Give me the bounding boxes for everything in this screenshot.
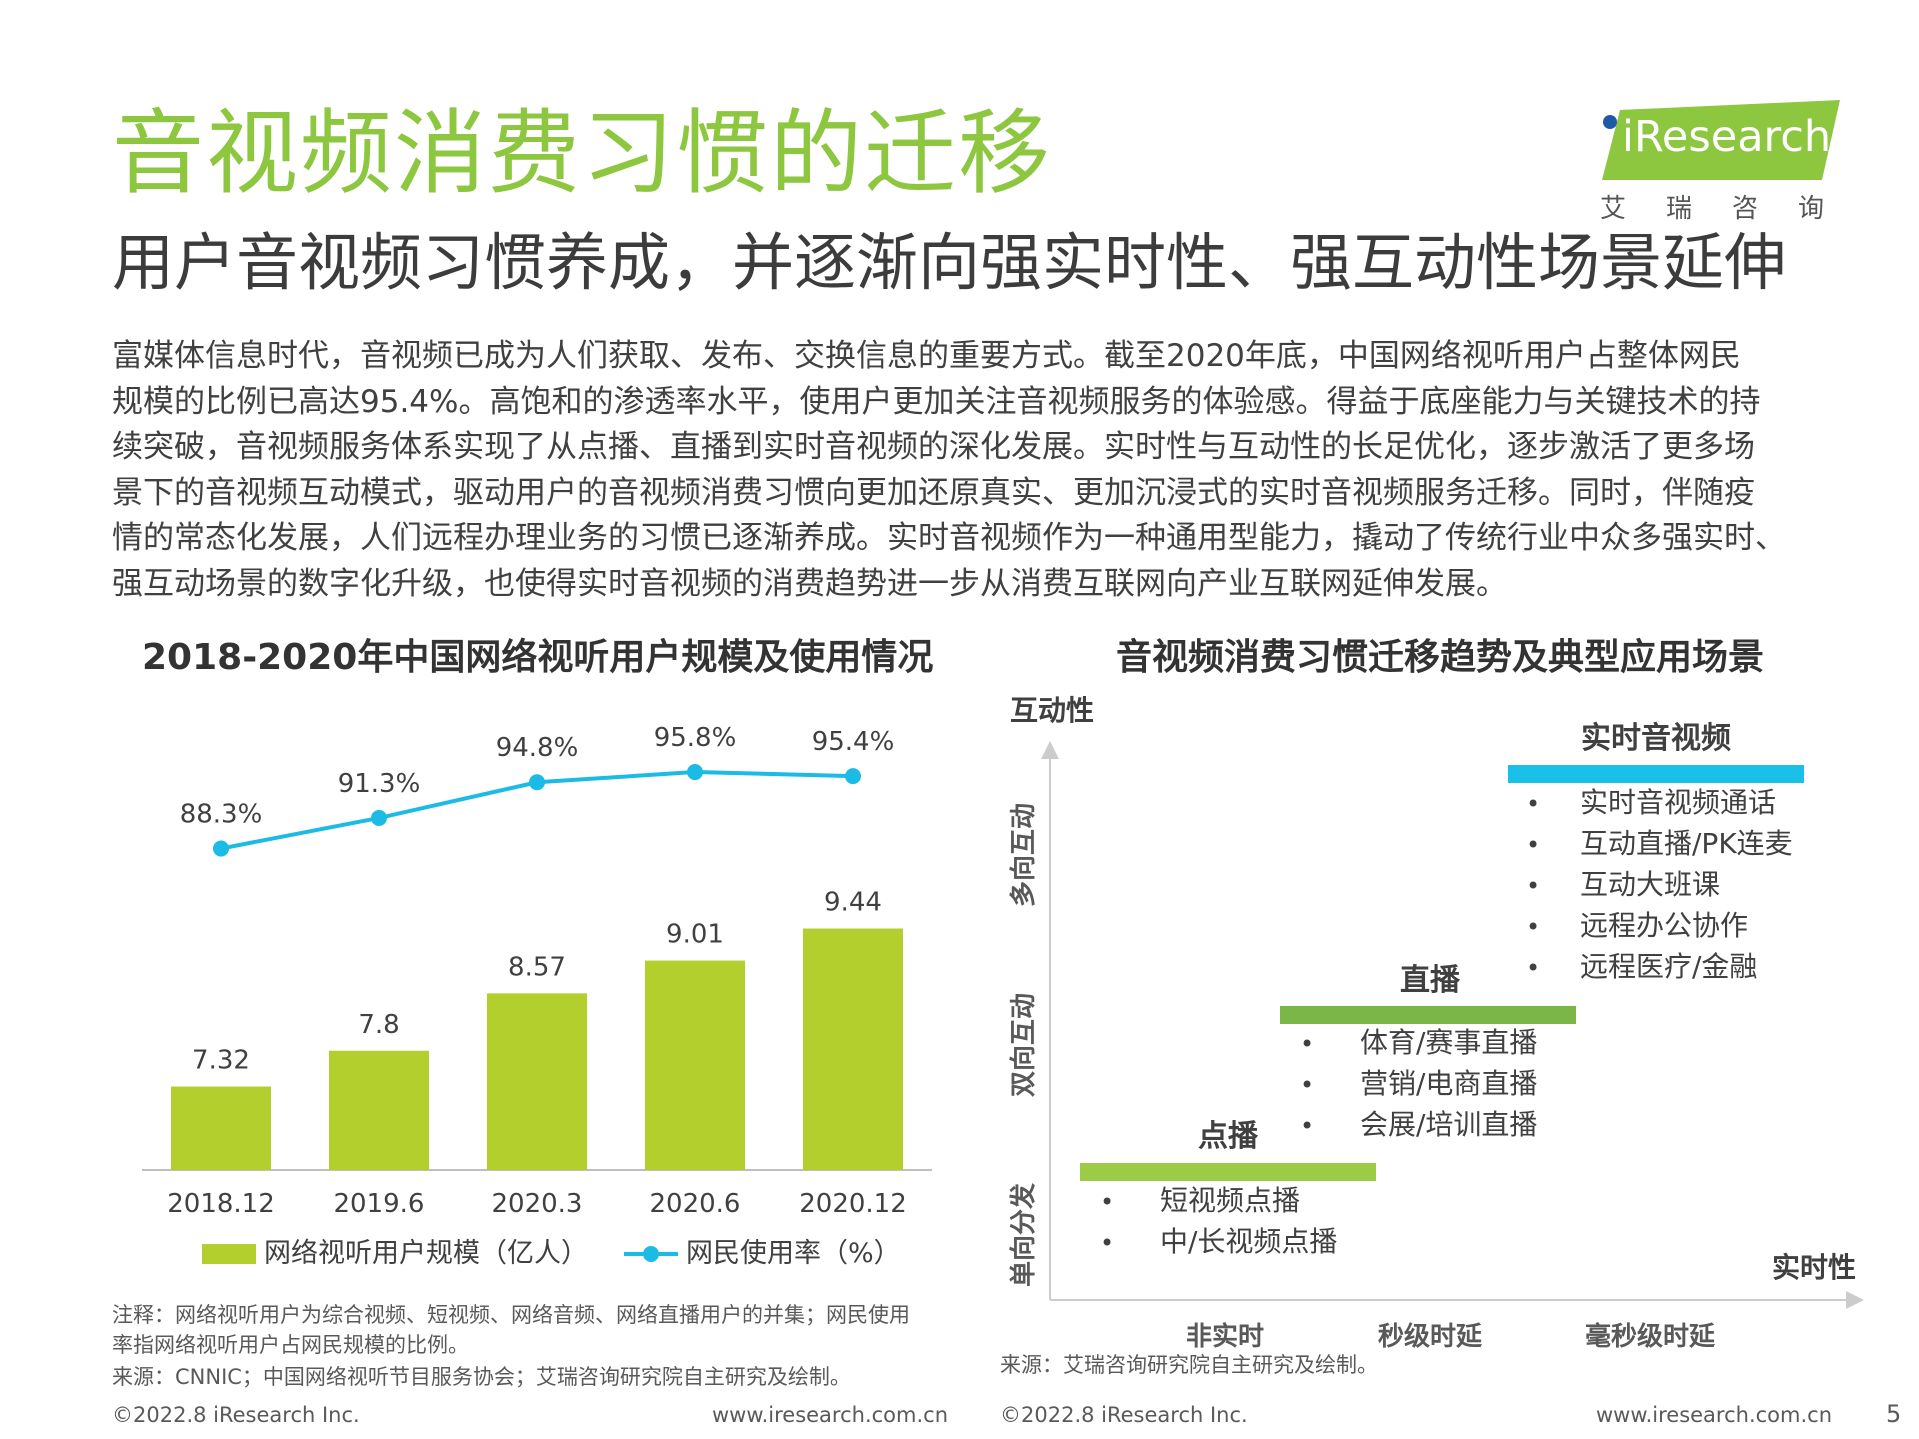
paragraph-line: 强互动场景的数字化升级，也使得实时音视频的消费趋势进一步从消费互联网向产业互联网… bbox=[112, 565, 1507, 602]
bullet: • bbox=[1100, 1188, 1114, 1216]
bullet: • bbox=[1526, 790, 1540, 818]
line-point bbox=[371, 809, 387, 826]
x-tick-label: 2018.12 bbox=[167, 1189, 275, 1219]
step-bar bbox=[1080, 1163, 1376, 1181]
bar-value-label: 7.32 bbox=[192, 1046, 250, 1076]
note-line: 注释：网络视听用户为综合视频、短视频、网络音频、网络直播用户的并集；网民使用 bbox=[112, 1303, 910, 1327]
scenario-item: 互动直播/PK连麦 bbox=[1580, 827, 1793, 860]
logo-text: iResearch bbox=[1622, 112, 1832, 162]
line-value-label: 95.8% bbox=[654, 723, 737, 753]
bullet: • bbox=[1526, 831, 1540, 859]
line-point bbox=[213, 840, 229, 857]
legend-line-dot bbox=[643, 1246, 659, 1262]
step-name: 点播 bbox=[1198, 1119, 1259, 1154]
x-level-label: 秒级时延 bbox=[1378, 1321, 1483, 1352]
y-level-label: 单向分发 bbox=[1008, 1183, 1039, 1287]
page-title: 音视频消费习惯的迁移 bbox=[112, 100, 1053, 207]
note-line: 率指网络视听用户占网民规模的比例。 bbox=[112, 1333, 469, 1357]
line-point bbox=[529, 774, 545, 791]
line-value-label: 91.3% bbox=[338, 769, 421, 799]
bullet: • bbox=[1300, 1030, 1314, 1058]
x-tick-label: 2019.6 bbox=[334, 1189, 425, 1219]
scenario-item: 互动大班课 bbox=[1580, 868, 1720, 901]
bullet: • bbox=[1300, 1071, 1314, 1099]
paragraph-line: 富媒体信息时代，音视频已成为人们获取、发布、交换信息的重要方式。截至2020年底… bbox=[112, 338, 1741, 374]
right-chart-title: 音视频消费习惯迁移趋势及典型应用场景 bbox=[1116, 637, 1765, 678]
scenario-item: 营销/电商直播 bbox=[1360, 1067, 1537, 1100]
bar-value-label: 8.57 bbox=[508, 952, 566, 982]
legend-bar-label: 网络视听用户规模（亿人） bbox=[264, 1238, 588, 1269]
bar bbox=[171, 1086, 271, 1170]
page-number: 5 bbox=[1886, 1400, 1902, 1428]
y-level-label: 双向互动 bbox=[1008, 993, 1039, 1097]
bullet: • bbox=[1526, 913, 1540, 941]
scenario-item: 远程医疗/金融 bbox=[1580, 950, 1757, 983]
paragraph-line: 情的常态化发展，人们远程办理业务的习惯已逐渐养成。实时音视频作为一种通用型能力，… bbox=[112, 520, 1786, 556]
right-source: 来源：艾瑞咨询研究院自主研究及绘制。 bbox=[1000, 1353, 1378, 1377]
logo-dot bbox=[1603, 115, 1617, 129]
step-bar bbox=[1508, 765, 1804, 783]
paragraph-line: 续突破，音视频服务体系实现了从点播、直播到实时音视频的深化发展。实时性与互动性的… bbox=[112, 429, 1755, 465]
user-scale-chart: 7.32 2018.12 7.8 2019.6 8.57 2020.3 9.01 2020.6… bbox=[142, 723, 932, 1269]
scenario-item: 会展/培训直播 bbox=[1360, 1108, 1537, 1141]
x-axis-arrow bbox=[1846, 1291, 1864, 1309]
x-level-label: 非实时 bbox=[1186, 1321, 1264, 1352]
step-bar bbox=[1280, 1006, 1576, 1024]
y-axis-arrow bbox=[1041, 741, 1059, 759]
bar-value-label: 9.01 bbox=[666, 920, 724, 950]
x-level-label: 毫秒级时延 bbox=[1585, 1321, 1716, 1352]
footer-copyright-left: ©2022.8 iResearch Inc. bbox=[112, 1403, 360, 1427]
legend-bar-swatch bbox=[202, 1244, 256, 1264]
line-point bbox=[687, 764, 703, 781]
scenario-item: 短视频点播 bbox=[1160, 1184, 1300, 1217]
intro-paragraph: 富媒体信息时代，音视频已成为人们获取、发布、交换信息的重要方式。截至2020年底… bbox=[112, 334, 1832, 607]
scenario-item: 中/长视频点播 bbox=[1160, 1225, 1337, 1258]
legend-line-label: 网民使用率（%） bbox=[686, 1238, 901, 1269]
line-value-label: 88.3% bbox=[180, 800, 263, 830]
bar bbox=[329, 1050, 429, 1170]
bar-value-label: 9.44 bbox=[824, 888, 882, 918]
logo-parallelogram bbox=[1602, 100, 1840, 180]
step-name: 直播 bbox=[1400, 963, 1461, 998]
bullet: • bbox=[1526, 954, 1540, 982]
line-value-label: 94.8% bbox=[496, 733, 579, 763]
scenario-item: 远程办公协作 bbox=[1580, 909, 1748, 942]
footer-website-left: www.iresearch.com.cn bbox=[712, 1403, 949, 1427]
step-name: 实时音视频 bbox=[1581, 721, 1731, 756]
left-chart-notes: 注释：网络视听用户为综合视频、短视频、网络音频、网络直播用户的并集；网民使用 率… bbox=[112, 1300, 910, 1392]
page-subtitle: 用户音视频习惯养成，并逐渐向强实时性、强互动性场景延伸 bbox=[112, 226, 1787, 299]
left-chart-title: 2018-2020年中国网络视听用户规模及使用情况 bbox=[142, 637, 934, 678]
bullet: • bbox=[1526, 872, 1540, 900]
x-tick-label: 2020.12 bbox=[799, 1189, 907, 1219]
bullet: • bbox=[1100, 1229, 1114, 1257]
logo-chinese: 艾瑞咨询 bbox=[1600, 194, 1865, 224]
bar-value-label: 7.8 bbox=[358, 1010, 399, 1040]
bar bbox=[487, 993, 587, 1170]
iresearch-logo bbox=[1602, 100, 1840, 180]
x-tick-label: 2020.6 bbox=[650, 1189, 741, 1219]
line-value-label: 95.4% bbox=[812, 727, 895, 757]
scenario-item: 体育/赛事直播 bbox=[1360, 1026, 1537, 1059]
x-tick-label: 2020.3 bbox=[492, 1189, 583, 1219]
footer-website-right: www.iresearch.com.cn bbox=[1596, 1403, 1833, 1427]
y-level-label: 多向互动 bbox=[1008, 803, 1039, 907]
y-axis-label: 互动性 bbox=[1010, 694, 1094, 727]
bar bbox=[803, 928, 903, 1170]
scenario-item: 实时音视频通话 bbox=[1580, 786, 1776, 819]
line-point bbox=[845, 768, 861, 785]
bullet: • bbox=[1300, 1112, 1314, 1140]
paragraph-line: 景下的音视频互动模式，驱动用户的音视频消费习惯向更加还原真实、更加沉浸式的实时音… bbox=[112, 474, 1755, 511]
paragraph-line: 规模的比例已高达95.4%。高饱和的渗透率水平，使用户更加关注音视频服务的体验感… bbox=[112, 383, 1761, 420]
footer-copyright-right: ©2022.8 iResearch Inc. bbox=[1000, 1403, 1248, 1427]
source-line: 来源：CNNIC；中国网络视听节目服务协会；艾瑞咨询研究院自主研究及绘制。 bbox=[112, 1365, 851, 1389]
bar bbox=[645, 960, 745, 1170]
x-axis-label: 实时性 bbox=[1772, 1251, 1856, 1284]
